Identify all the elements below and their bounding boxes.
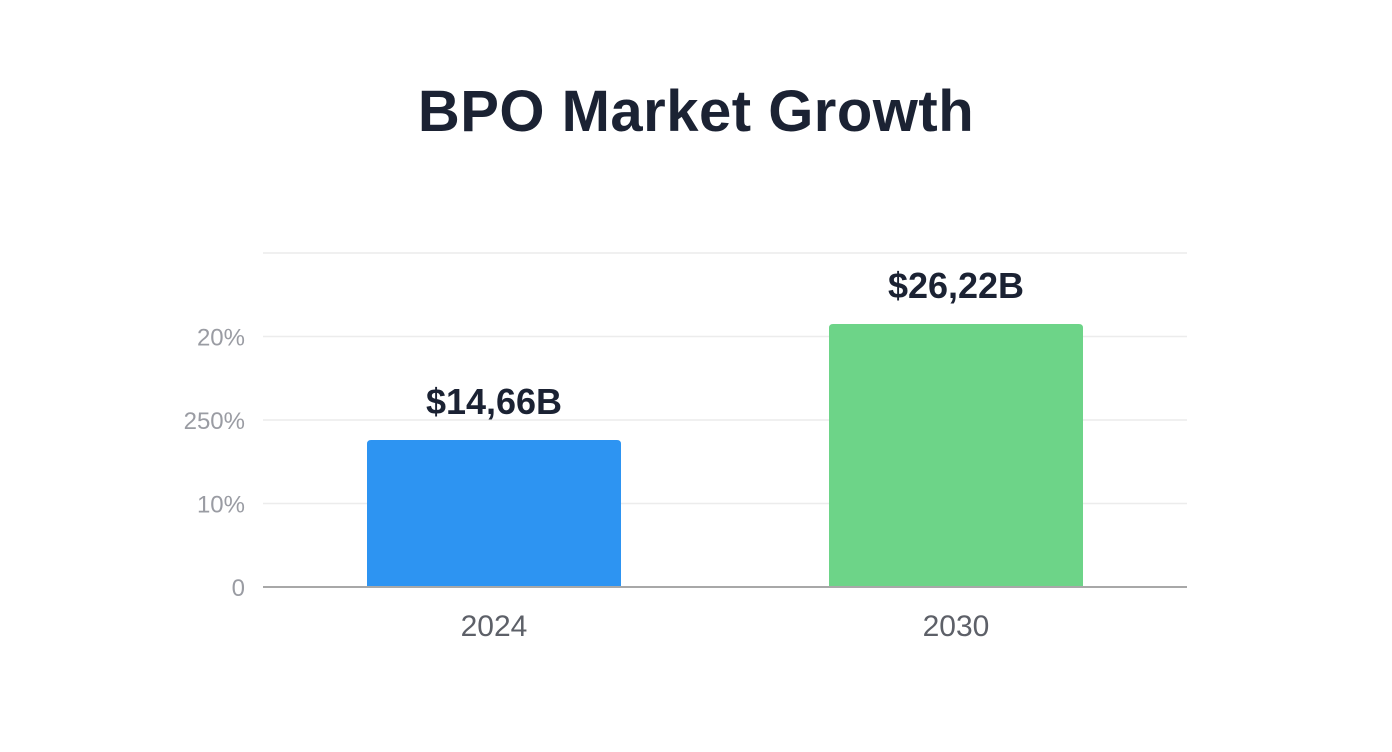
data-label: $26,22B	[888, 265, 1024, 306]
data-label: $14,66B	[426, 381, 562, 422]
y-tick-label: 0	[232, 575, 245, 602]
y-tick-label: 250%	[184, 408, 245, 435]
y-tick-label: 20%	[197, 325, 245, 352]
x-tick-label: 2030	[923, 610, 990, 643]
x-tick-label: 2024	[461, 610, 528, 643]
bar-2030	[829, 324, 1083, 587]
chart-title: BPO Market Growth	[417, 79, 975, 144]
bar-2024	[367, 439, 621, 587]
y-tick-label: 10%	[197, 492, 245, 519]
